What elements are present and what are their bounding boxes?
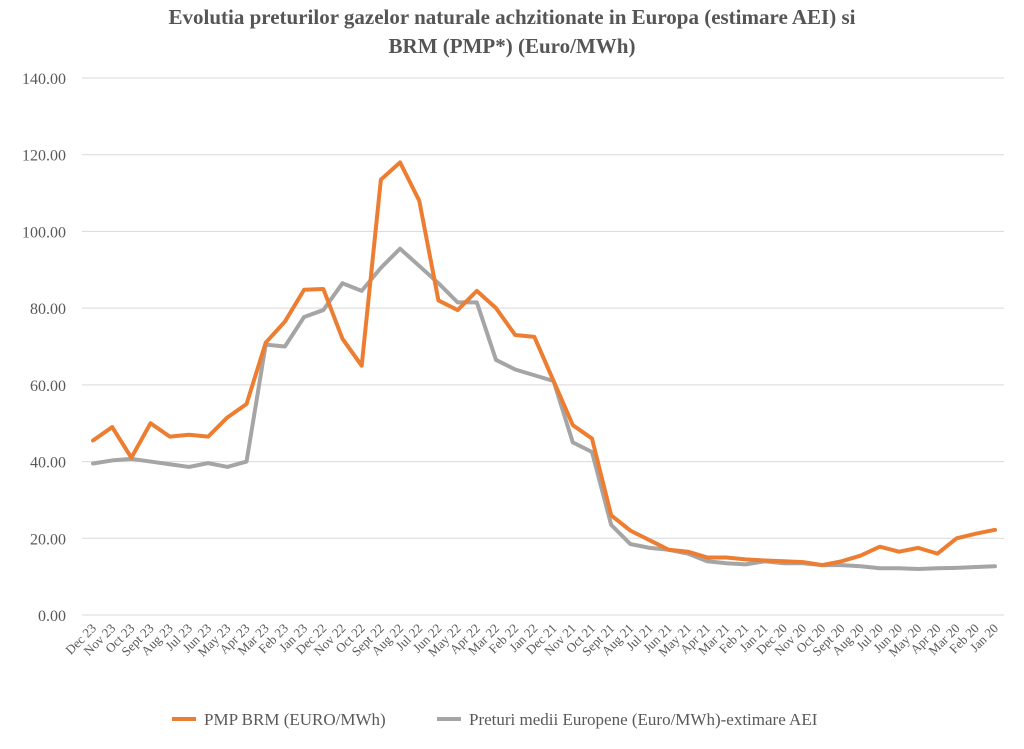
gridlines (82, 77, 1004, 616)
y-tick-label: 80.00 (30, 301, 66, 318)
legend: PMP BRM (EURO/MWh) Preturi medii Europene… (172, 710, 818, 729)
series-line-pmp-brm (91, 160, 997, 568)
legend-label: Preturi medii Europene (Euro/MWh)-extima… (469, 710, 818, 729)
series-layer (91, 160, 997, 571)
y-tick-label: 40.00 (30, 455, 66, 472)
y-tick-label: 140.00 (22, 71, 66, 88)
legend-label: PMP BRM (EURO/MWh) (204, 710, 386, 729)
y-tick-label: 100.00 (22, 224, 66, 241)
y-tick-label: 60.00 (30, 378, 66, 395)
y-tick-label: 120.00 (22, 148, 66, 165)
series-line-preturi-medii-europene (91, 246, 997, 571)
chart-title-line-1: Evolutia preturilor gazelor naturale ach… (169, 5, 856, 29)
y-tick-label: 20.00 (30, 531, 66, 548)
chart-title-line-2: BRM (PMP*) (Euro/MWh) (389, 34, 636, 58)
y-axis-ticks: 0.00 20.00 40.00 60.00 80.00 100.00 120.00 140.… (22, 71, 66, 625)
y-tick-label: 0.00 (38, 608, 66, 625)
